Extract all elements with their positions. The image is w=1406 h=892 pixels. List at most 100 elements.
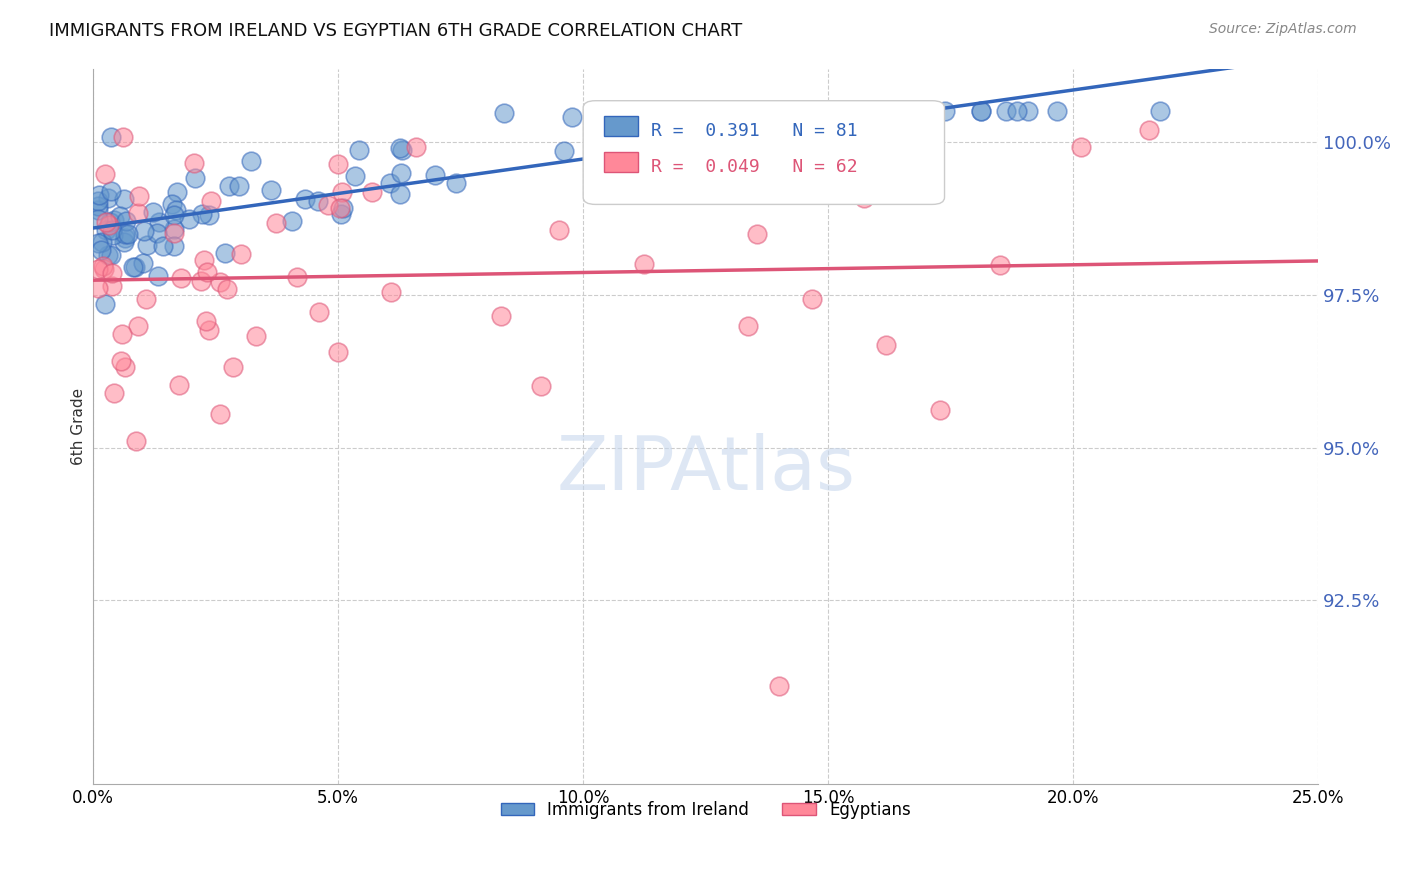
- Point: [330, 185, 353, 199]
- Point: [561, 110, 583, 124]
- Point: [329, 201, 352, 215]
- Point: [444, 176, 467, 190]
- Point: [934, 104, 956, 119]
- Point: [768, 679, 790, 693]
- Point: [91, 260, 114, 274]
- Point: [489, 310, 512, 324]
- Point: [875, 338, 897, 352]
- Point: [148, 215, 170, 229]
- Point: [391, 143, 413, 157]
- Point: [1070, 140, 1092, 154]
- Point: [114, 231, 136, 245]
- Text: ZIPAtlas: ZIPAtlas: [557, 433, 855, 506]
- Point: [101, 266, 124, 280]
- Point: [90, 243, 112, 257]
- Point: [163, 226, 186, 240]
- Point: [97, 191, 120, 205]
- Point: [380, 176, 402, 190]
- Point: [162, 208, 184, 222]
- Point: [97, 248, 120, 262]
- Point: [166, 185, 188, 199]
- Point: [626, 118, 648, 132]
- Point: [128, 189, 150, 203]
- Point: [177, 212, 200, 227]
- Point: [318, 198, 340, 212]
- Point: [198, 208, 221, 222]
- Point: [152, 238, 174, 252]
- Point: [492, 106, 515, 120]
- Point: [389, 187, 412, 202]
- Point: [651, 128, 673, 143]
- Point: [285, 269, 308, 284]
- Point: [530, 379, 553, 393]
- Point: [807, 174, 830, 188]
- Point: [1137, 122, 1160, 136]
- Point: [135, 237, 157, 252]
- Point: [167, 378, 190, 392]
- Point: [132, 255, 155, 269]
- Point: [208, 275, 231, 289]
- Point: [98, 214, 121, 228]
- Point: [114, 227, 136, 242]
- Point: [259, 183, 281, 197]
- Point: [117, 227, 139, 241]
- Point: [163, 239, 186, 253]
- Point: [633, 257, 655, 271]
- Point: [307, 194, 329, 208]
- Point: [245, 329, 267, 343]
- Point: [779, 119, 801, 133]
- Point: [169, 271, 191, 285]
- Point: [96, 223, 118, 237]
- Point: [112, 130, 135, 145]
- Y-axis label: 6th Grade: 6th Grade: [72, 387, 86, 465]
- Point: [87, 187, 110, 202]
- Point: [112, 235, 135, 250]
- Point: [281, 214, 304, 228]
- Point: [388, 141, 411, 155]
- Point: [127, 319, 149, 334]
- Point: [103, 385, 125, 400]
- Point: [87, 199, 110, 213]
- Point: [229, 247, 252, 261]
- Point: [1149, 104, 1171, 119]
- Point: [389, 165, 412, 179]
- Point: [332, 201, 354, 215]
- Point: [328, 344, 350, 359]
- Point: [87, 194, 110, 208]
- Point: [852, 191, 875, 205]
- Point: [737, 319, 759, 334]
- Point: [200, 194, 222, 208]
- Point: [162, 197, 184, 211]
- Point: [745, 227, 768, 242]
- Point: [222, 360, 245, 375]
- Point: [195, 265, 218, 279]
- Bar: [605, 117, 638, 136]
- Point: [101, 228, 124, 243]
- Point: [112, 192, 135, 206]
- Text: IMMIGRANTS FROM IRELAND VS EGYPTIAN 6TH GRADE CORRELATION CHART: IMMIGRANTS FROM IRELAND VS EGYPTIAN 6TH …: [49, 22, 742, 40]
- Point: [969, 104, 991, 119]
- Point: [96, 215, 118, 229]
- Point: [553, 144, 575, 158]
- Point: [800, 293, 823, 307]
- Point: [87, 281, 110, 295]
- Point: [361, 185, 384, 199]
- Point: [165, 202, 187, 217]
- Point: [266, 216, 288, 230]
- Point: [329, 207, 352, 221]
- Point: [1017, 104, 1039, 119]
- Point: [108, 209, 131, 223]
- Bar: [605, 153, 638, 172]
- Point: [103, 213, 125, 227]
- Point: [98, 218, 121, 232]
- Point: [239, 153, 262, 168]
- Point: [111, 326, 134, 341]
- Point: [100, 130, 122, 145]
- Point: [146, 226, 169, 240]
- Point: [163, 221, 186, 235]
- Point: [198, 322, 221, 336]
- FancyBboxPatch shape: [583, 101, 945, 204]
- Point: [915, 104, 938, 119]
- Point: [87, 202, 110, 217]
- Point: [101, 222, 124, 236]
